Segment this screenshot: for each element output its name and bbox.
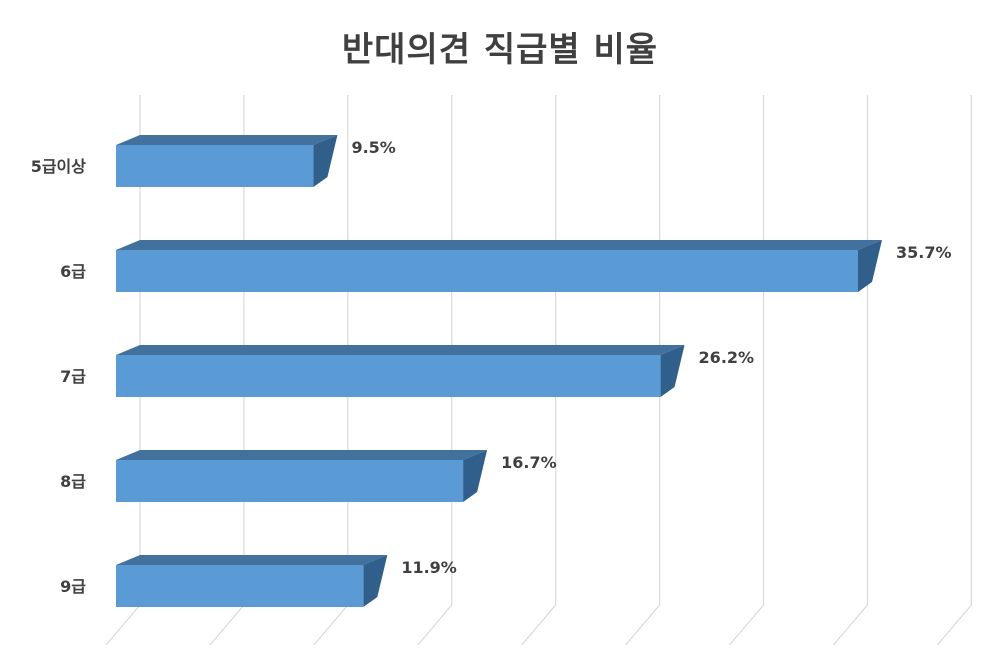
floor-gridline <box>936 604 972 646</box>
floor-gridline <box>521 604 557 646</box>
bar-front-face <box>116 145 314 187</box>
bar-side-face <box>858 240 882 292</box>
bar <box>116 345 685 397</box>
bar-top-face <box>116 240 882 250</box>
bar-side-face <box>313 135 338 187</box>
chart-title: 반대의견 직급별 비율 <box>341 30 659 70</box>
category-label: 6급 <box>60 262 86 281</box>
bar-top-face <box>116 450 488 460</box>
bar-front-face <box>116 565 364 607</box>
floor-gridline <box>105 604 141 646</box>
bar-side-face <box>363 555 388 607</box>
floor-gridline <box>417 604 453 646</box>
bar-side-face <box>463 450 488 502</box>
category-label: 9급 <box>60 577 86 596</box>
floor-gridline <box>832 604 868 646</box>
category-label: 7급 <box>60 367 86 386</box>
bar-front-face <box>116 355 661 397</box>
floor-gridline <box>313 604 349 646</box>
data-label: 11.9% <box>401 558 457 577</box>
bar-side-face <box>660 345 685 397</box>
data-label: 26.2% <box>699 348 755 367</box>
bar-top-face <box>116 345 685 355</box>
data-label: 35.7% <box>896 243 952 262</box>
bar-front-face <box>116 250 858 292</box>
bar-front-face <box>116 460 464 502</box>
bar <box>116 450 488 502</box>
data-label: 16.7% <box>501 453 557 472</box>
floor-gridline <box>625 604 661 646</box>
category-label: 8급 <box>60 472 86 491</box>
bar-top-face <box>116 555 388 565</box>
data-label: 9.5% <box>351 138 395 157</box>
category-label: 5급이상 <box>31 157 87 176</box>
bar <box>116 135 338 187</box>
bar <box>116 240 882 292</box>
floor-gridline <box>729 604 764 646</box>
bar <box>116 555 388 607</box>
floor-gridline <box>209 604 245 646</box>
bar-top-face <box>116 135 338 145</box>
